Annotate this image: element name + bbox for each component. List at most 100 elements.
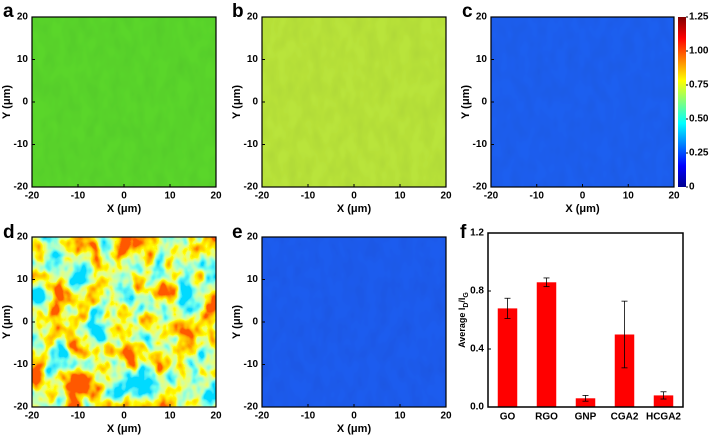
x-tick-label: 20 <box>440 411 452 422</box>
error-bar <box>660 391 667 400</box>
heatmap-image <box>262 237 446 407</box>
y-tick-label: 0 <box>22 97 28 108</box>
x-tick-label: GO <box>500 412 516 423</box>
x-tick-label: -20 <box>255 411 270 422</box>
x-tick-label: 0 <box>351 191 357 202</box>
x-tick-label: -10 <box>71 191 86 202</box>
y-tick-label: -10 <box>244 359 259 370</box>
x-tick-label: 20 <box>668 191 680 202</box>
x-tick-label: -20 <box>255 191 270 202</box>
x-tick-label: -10 <box>301 411 316 422</box>
heatmap-image <box>32 17 216 187</box>
x-tick-label: 10 <box>164 191 176 202</box>
y-tick-label: -20 <box>244 182 259 193</box>
panel-label: e <box>232 222 243 243</box>
y-axis-label-part: G <box>463 292 470 298</box>
x-tick-label: 0 <box>580 191 586 202</box>
x-tick-label: -10 <box>71 411 86 422</box>
x-tick-label: HCGA2 <box>646 412 681 423</box>
panel-label: d <box>3 222 15 243</box>
bar <box>653 395 674 407</box>
bar <box>614 334 635 407</box>
panel-label: a <box>3 1 14 22</box>
plot-frame <box>31 16 217 188</box>
colorbar-tick-label: 0 <box>689 182 695 193</box>
x-axis-label: X (μm) <box>565 203 600 215</box>
bar <box>536 282 557 407</box>
y-tick-label: 0 <box>22 317 28 328</box>
colorbar-tick-label: 1.00 <box>689 46 709 57</box>
error-bar <box>543 277 550 288</box>
y-tick-label: -10 <box>473 139 488 150</box>
y-axis-label: Y (μm) <box>231 305 243 339</box>
x-tick-label: -20 <box>484 191 499 202</box>
colorbar-tick-label: 0.25 <box>689 148 709 159</box>
x-axis-label: X (μm) <box>337 423 372 435</box>
colorbar <box>678 17 686 187</box>
x-axis-label: X (μm) <box>107 423 142 435</box>
heatmap-image <box>262 17 446 187</box>
x-axis-label: X (μm) <box>107 203 142 215</box>
plot-frame <box>261 16 447 188</box>
x-tick-label: 20 <box>440 191 452 202</box>
y-axis-label-part: /I <box>457 298 467 303</box>
x-tick-label: 10 <box>623 191 635 202</box>
y-axis-label: Average ID/IG <box>457 292 469 348</box>
y-tick-label: -10 <box>14 359 29 370</box>
x-tick-label: CGA2 <box>611 412 639 423</box>
error-bar <box>582 394 589 402</box>
y-tick-label: 20 <box>17 232 29 243</box>
y-tick-label: 10 <box>17 54 29 65</box>
x-tick-label: -10 <box>301 191 316 202</box>
x-tick-label: RGO <box>535 412 558 423</box>
y-tick-label: 0 <box>252 97 258 108</box>
plot-frame <box>261 236 447 408</box>
x-tick-label: 0 <box>351 411 357 422</box>
colorbar-tick-label: 1.25 <box>689 12 709 23</box>
x-tick-label: -20 <box>25 411 40 422</box>
x-tick-label: 20 <box>210 191 222 202</box>
x-axis-label: X (μm) <box>337 203 372 215</box>
y-tick-label: 20 <box>247 232 259 243</box>
x-tick-label: 10 <box>394 191 406 202</box>
y-tick-label: 0.4 <box>470 344 484 355</box>
y-tick-label: 10 <box>476 54 488 65</box>
y-tick-label: -20 <box>244 402 259 413</box>
y-tick-label: 20 <box>247 12 259 23</box>
error-bar <box>621 300 628 369</box>
bar <box>497 308 518 407</box>
panel-label: f <box>460 222 467 243</box>
x-tick-label: 0 <box>121 191 127 202</box>
y-axis-label: Y (μm) <box>1 85 13 119</box>
x-tick-label: 10 <box>394 411 406 422</box>
y-tick-label: -10 <box>14 139 29 150</box>
x-tick-label: GNP <box>575 412 597 423</box>
y-axis-label: Y (μm) <box>1 305 13 339</box>
x-tick-label: 10 <box>164 411 176 422</box>
y-tick-label: 20 <box>476 12 488 23</box>
x-tick-label: -10 <box>530 191 545 202</box>
colorbar-tick-label: 0.75 <box>689 80 709 91</box>
x-tick-label: 20 <box>210 411 222 422</box>
x-tick-label: 0 <box>121 411 127 422</box>
panel-label: c <box>462 1 473 22</box>
y-tick-label: 10 <box>247 54 259 65</box>
y-tick-label: 0 <box>481 97 487 108</box>
y-tick-label: 1.2 <box>470 228 484 239</box>
plot-frame <box>31 236 217 408</box>
y-tick-label: -20 <box>473 182 488 193</box>
bar <box>575 398 596 407</box>
y-tick-label: -20 <box>14 182 29 193</box>
y-axis-label-part: D <box>463 303 470 308</box>
y-tick-label: 0.0 <box>470 402 484 413</box>
plot-frame <box>487 232 684 408</box>
y-tick-label: 20 <box>17 12 29 23</box>
y-tick-label: -20 <box>14 402 29 413</box>
y-tick-label: 10 <box>247 274 259 285</box>
y-axis-label: Y (μm) <box>460 85 472 119</box>
heatmap-image <box>491 17 674 187</box>
y-axis-label: Y (μm) <box>231 85 243 119</box>
x-tick-label: -20 <box>25 191 40 202</box>
y-tick-label: -10 <box>244 139 259 150</box>
plot-frame <box>490 16 675 188</box>
